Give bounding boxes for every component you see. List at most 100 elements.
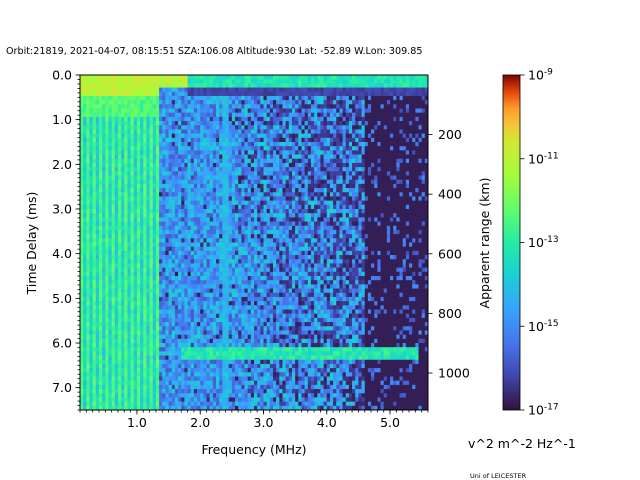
heatmap-cell bbox=[117, 75, 122, 80]
heatmap-cell bbox=[241, 179, 245, 185]
heatmap-cell bbox=[266, 154, 271, 160]
heatmap-cell bbox=[355, 221, 359, 227]
heatmap-cell bbox=[80, 234, 84, 239]
heatmap-cell bbox=[380, 79, 385, 84]
heatmap-cell bbox=[241, 162, 245, 168]
heatmap-cell bbox=[225, 242, 230, 248]
heatmap-cell bbox=[374, 150, 378, 155]
heatmap-cell bbox=[127, 112, 131, 118]
heatmap-cell bbox=[257, 259, 261, 264]
heatmap-cell bbox=[405, 142, 410, 147]
heatmap-cell bbox=[105, 242, 109, 248]
heatmap-cell bbox=[171, 95, 176, 101]
heatmap-cell bbox=[269, 133, 274, 139]
heatmap-cell bbox=[339, 238, 343, 243]
heatmap-cell bbox=[415, 229, 419, 235]
heatmap-cell bbox=[418, 142, 423, 147]
heatmap-cell bbox=[184, 125, 188, 130]
heatmap-cell bbox=[326, 75, 331, 80]
heatmap-cell bbox=[260, 150, 264, 155]
heatmap-cell bbox=[190, 133, 195, 139]
heatmap-cell bbox=[291, 133, 296, 139]
heatmap-cell bbox=[393, 238, 397, 243]
heatmap-cell bbox=[276, 192, 280, 197]
heatmap-cell bbox=[263, 129, 267, 134]
heatmap-cell bbox=[146, 263, 150, 268]
heatmap-cell bbox=[168, 250, 173, 256]
heatmap-cell bbox=[114, 171, 119, 176]
heatmap-cell bbox=[95, 133, 100, 139]
heatmap-cell bbox=[228, 133, 233, 139]
heatmap-cell bbox=[310, 129, 315, 134]
heatmap-cell bbox=[197, 104, 201, 109]
heatmap-cell bbox=[291, 213, 296, 218]
heatmap-cell bbox=[206, 196, 211, 201]
heatmap-cell bbox=[209, 192, 214, 197]
heatmap-cell bbox=[367, 167, 372, 172]
heatmap-cell bbox=[127, 79, 131, 84]
heatmap-cell bbox=[380, 196, 385, 201]
heatmap-cell bbox=[288, 217, 293, 222]
heatmap-cell bbox=[336, 213, 340, 218]
heatmap-cell bbox=[159, 250, 163, 256]
heatmap-cell bbox=[339, 83, 343, 88]
heatmap-cell bbox=[83, 150, 87, 155]
heatmap-cell bbox=[310, 255, 315, 260]
heatmap-cell bbox=[197, 213, 201, 218]
heatmap-cell bbox=[209, 229, 214, 235]
heatmap-cell bbox=[86, 83, 90, 88]
heatmap-cell bbox=[282, 146, 286, 151]
heatmap-cell bbox=[263, 192, 267, 197]
heatmap-cell bbox=[231, 213, 236, 218]
heatmap-cell bbox=[307, 242, 312, 248]
heatmap-cell bbox=[143, 104, 147, 109]
heatmap-cell bbox=[190, 150, 195, 155]
heatmap-cell bbox=[174, 154, 179, 160]
heatmap-cell bbox=[317, 204, 321, 210]
heatmap-cell bbox=[396, 142, 400, 147]
heatmap-cell bbox=[304, 146, 309, 151]
heatmap-cell bbox=[114, 167, 119, 172]
heatmap-cell bbox=[409, 225, 413, 231]
heatmap-cell bbox=[409, 87, 413, 93]
heatmap-cell bbox=[222, 213, 226, 218]
heatmap-cell bbox=[358, 162, 362, 168]
heatmap-cell bbox=[399, 104, 404, 109]
heatmap-cell bbox=[405, 79, 410, 84]
heatmap-cell bbox=[336, 87, 340, 93]
heatmap-cell bbox=[314, 95, 318, 101]
heatmap-cell bbox=[383, 179, 388, 185]
heatmap-cell bbox=[288, 175, 293, 181]
heatmap-cell bbox=[355, 188, 359, 193]
heatmap-cell bbox=[178, 250, 182, 256]
heatmap-cell bbox=[225, 250, 230, 256]
heatmap-cell bbox=[317, 150, 321, 155]
heatmap-cell bbox=[108, 225, 112, 231]
heatmap-cell bbox=[238, 179, 242, 185]
heatmap-cell bbox=[124, 121, 128, 126]
heatmap-cell bbox=[130, 192, 135, 197]
heatmap-cell bbox=[266, 137, 271, 143]
heatmap-cell bbox=[272, 255, 277, 260]
heatmap-cell bbox=[216, 133, 220, 139]
heatmap-cell bbox=[102, 133, 106, 139]
heatmap-cell bbox=[339, 204, 343, 210]
heatmap-cell bbox=[301, 100, 305, 105]
heatmap-cell bbox=[307, 225, 312, 231]
heatmap-cell bbox=[149, 104, 154, 109]
heatmap-cell bbox=[257, 246, 261, 252]
heatmap-cell bbox=[260, 146, 264, 151]
heatmap-cell bbox=[288, 142, 293, 147]
heatmap-cell bbox=[348, 192, 353, 197]
heatmap-cell bbox=[307, 188, 312, 193]
heatmap-cell bbox=[102, 234, 106, 239]
heatmap-cell bbox=[193, 192, 198, 197]
heatmap-cell bbox=[345, 75, 350, 80]
heatmap-cell bbox=[143, 179, 147, 185]
heatmap-cell bbox=[209, 221, 214, 227]
heatmap-cell bbox=[200, 259, 204, 264]
heatmap-cell bbox=[181, 83, 185, 88]
heatmap-cell bbox=[92, 112, 97, 118]
heatmap-cell bbox=[390, 192, 394, 197]
heatmap-cell bbox=[212, 137, 217, 143]
